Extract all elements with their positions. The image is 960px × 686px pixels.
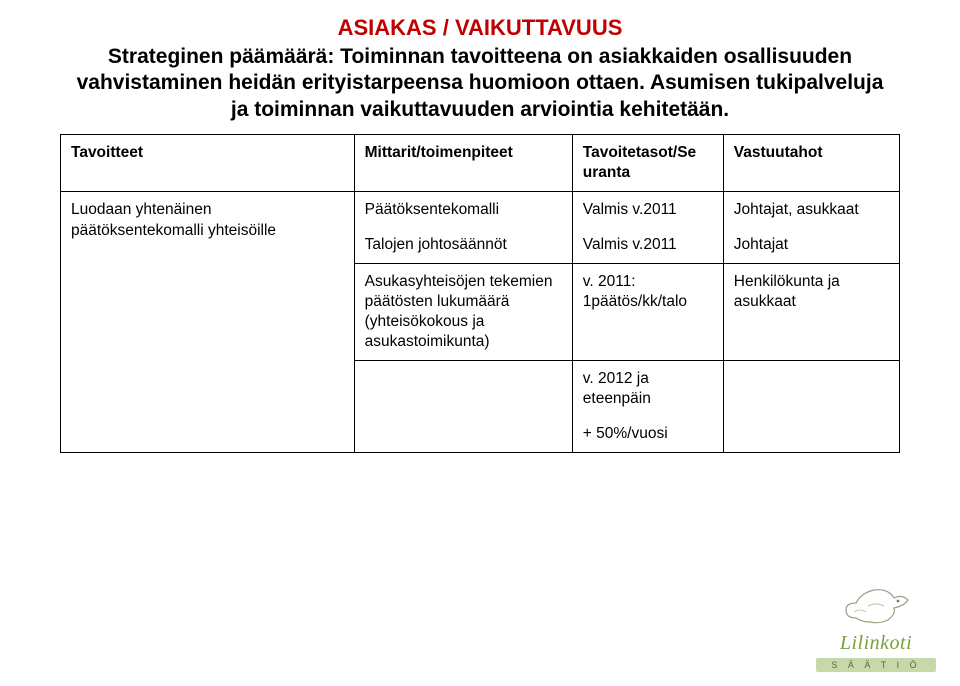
cell-mittari-2: Asukasyhteisöjen tekemien päätösten luku… <box>354 263 572 361</box>
cell-line: Talojen johtosäännöt <box>365 235 562 255</box>
table-header-row: Tavoitteet Mittarit/toimenpiteet Tavoite… <box>61 135 900 192</box>
logo: Lilinkoti S Ä Ä T I Ö <box>816 568 936 672</box>
cell-line: Valmis v.2011 <box>583 200 713 220</box>
cell-line: v. 2012 ja eteenpäin <box>583 369 713 409</box>
table-row: Luodaan yhtenäinen päätöksentekomalli yh… <box>61 192 900 263</box>
cell-tavoite-1: Luodaan yhtenäinen päätöksentekomalli yh… <box>61 192 355 452</box>
header-tavoitetasot: Tavoitetasot/Se uranta <box>572 135 723 192</box>
header-vastuutahot: Vastuutahot <box>723 135 899 192</box>
cell-vastuutaho-2: Henkilökunta ja asukkaat <box>723 263 899 361</box>
logo-subtext: S Ä Ä T I Ö <box>816 658 936 672</box>
logo-bird-icon <box>836 568 916 628</box>
strategy-table: Tavoitteet Mittarit/toimenpiteet Tavoite… <box>60 134 900 453</box>
cell-line: Valmis v.2011 <box>583 235 713 255</box>
cell-line: + 50%/vuosi <box>583 424 713 444</box>
cell-empty <box>354 361 572 452</box>
header-tavoitteet: Tavoitteet <box>61 135 355 192</box>
logo-wordmark: Lilinkoti <box>816 632 936 655</box>
cell-vastuutaho-1: Johtajat, asukkaat Johtajat <box>723 192 899 263</box>
cell-tavoitetaso-2: v. 2011: 1päätös/kk/talo <box>572 263 723 361</box>
page-title: ASIAKAS / VAIKUTTAVUUS <box>338 15 623 40</box>
cell-line: Johtajat <box>734 235 889 255</box>
intro-paragraph: Strateginen päämäärä: Toiminnan tavoitte… <box>65 44 895 125</box>
cell-mittari-1: Päätöksentekomalli Talojen johtosäännöt <box>354 192 572 263</box>
cell-tavoitetaso-3: v. 2012 ja eteenpäin + 50%/vuosi <box>572 361 723 452</box>
header-mittarit: Mittarit/toimenpiteet <box>354 135 572 192</box>
cell-tavoitetaso-1: Valmis v.2011 Valmis v.2011 <box>572 192 723 263</box>
cell-line: Johtajat, asukkaat <box>734 200 889 220</box>
cell-line: Päätöksentekomalli <box>365 200 562 220</box>
cell-empty <box>723 361 899 452</box>
